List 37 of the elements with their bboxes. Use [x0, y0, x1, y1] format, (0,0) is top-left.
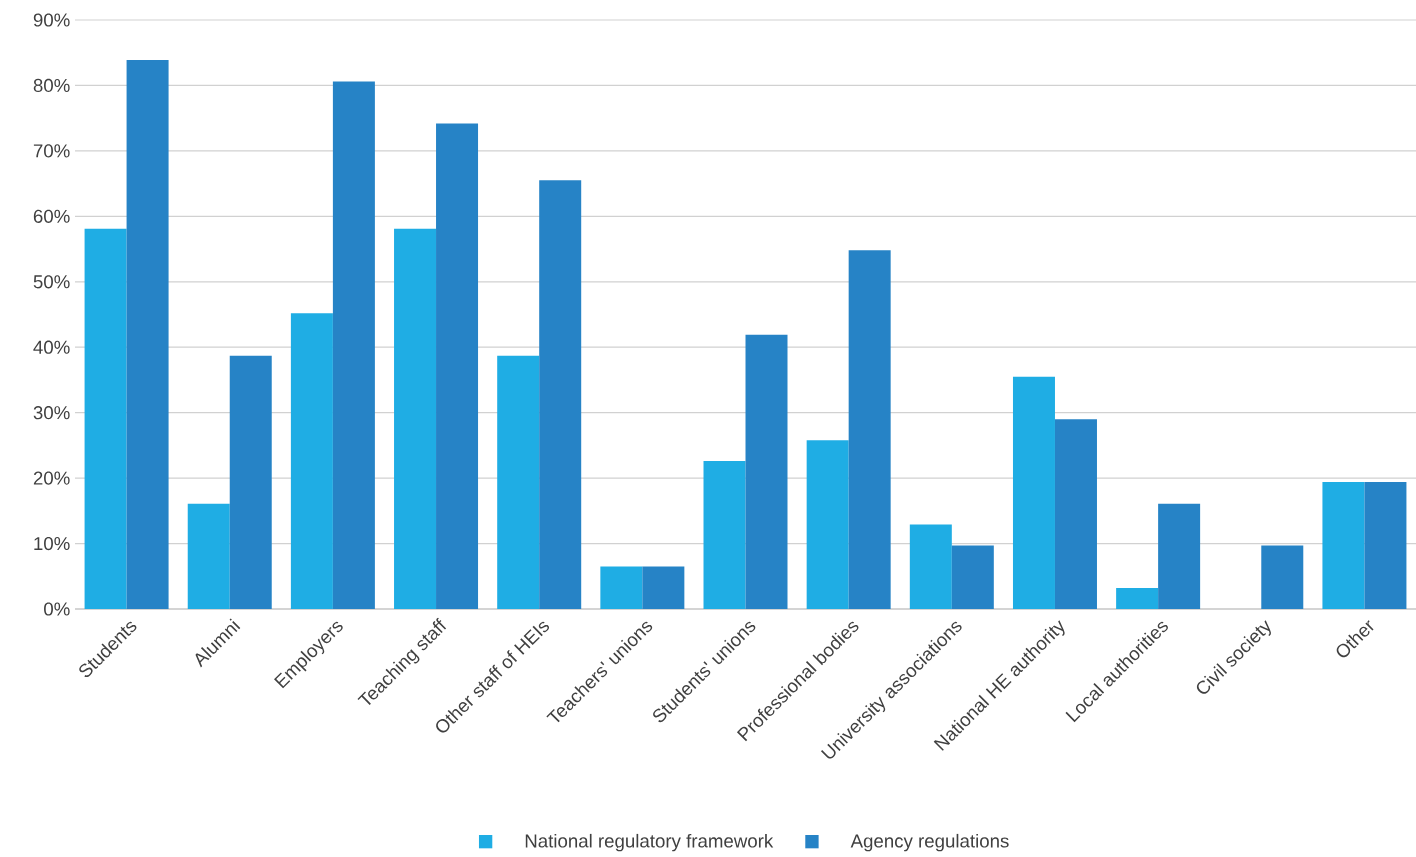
bar — [126, 59, 169, 609]
y-tick-label: 20% — [33, 471, 70, 485]
bar — [1158, 503, 1201, 609]
bar — [539, 180, 582, 609]
y-tick-label: 50% — [33, 275, 70, 289]
bar — [909, 524, 952, 609]
bar — [1364, 482, 1407, 609]
y-tick-label: 30% — [33, 406, 70, 420]
bar — [951, 545, 994, 609]
y-tick-label: 60% — [33, 209, 70, 223]
y-tick-label: 90% — [33, 13, 70, 27]
bar — [290, 313, 333, 609]
legend-label: Agency regulations — [850, 833, 1009, 852]
legend-label: National regulatory framework — [525, 833, 774, 852]
bar — [84, 228, 127, 609]
bar — [848, 250, 891, 609]
bar — [1012, 376, 1055, 609]
bar — [1322, 482, 1365, 609]
bar — [497, 355, 540, 609]
bar — [332, 81, 375, 609]
y-tick-label: 40% — [33, 340, 70, 354]
bar — [600, 566, 643, 609]
bar — [745, 334, 788, 609]
bar — [229, 355, 272, 609]
bar — [703, 461, 746, 609]
bar — [806, 440, 849, 609]
bar — [642, 566, 685, 609]
bar — [436, 123, 479, 609]
y-tick-label: 0% — [44, 602, 70, 616]
y-tick-label: 80% — [33, 78, 70, 93]
y-tick-label: 70% — [33, 144, 70, 158]
bar — [1116, 588, 1159, 609]
bar — [187, 503, 230, 609]
bar — [394, 228, 437, 609]
y-tick-label: 10% — [34, 536, 70, 551]
bar — [1054, 419, 1097, 609]
bar — [1261, 545, 1304, 609]
